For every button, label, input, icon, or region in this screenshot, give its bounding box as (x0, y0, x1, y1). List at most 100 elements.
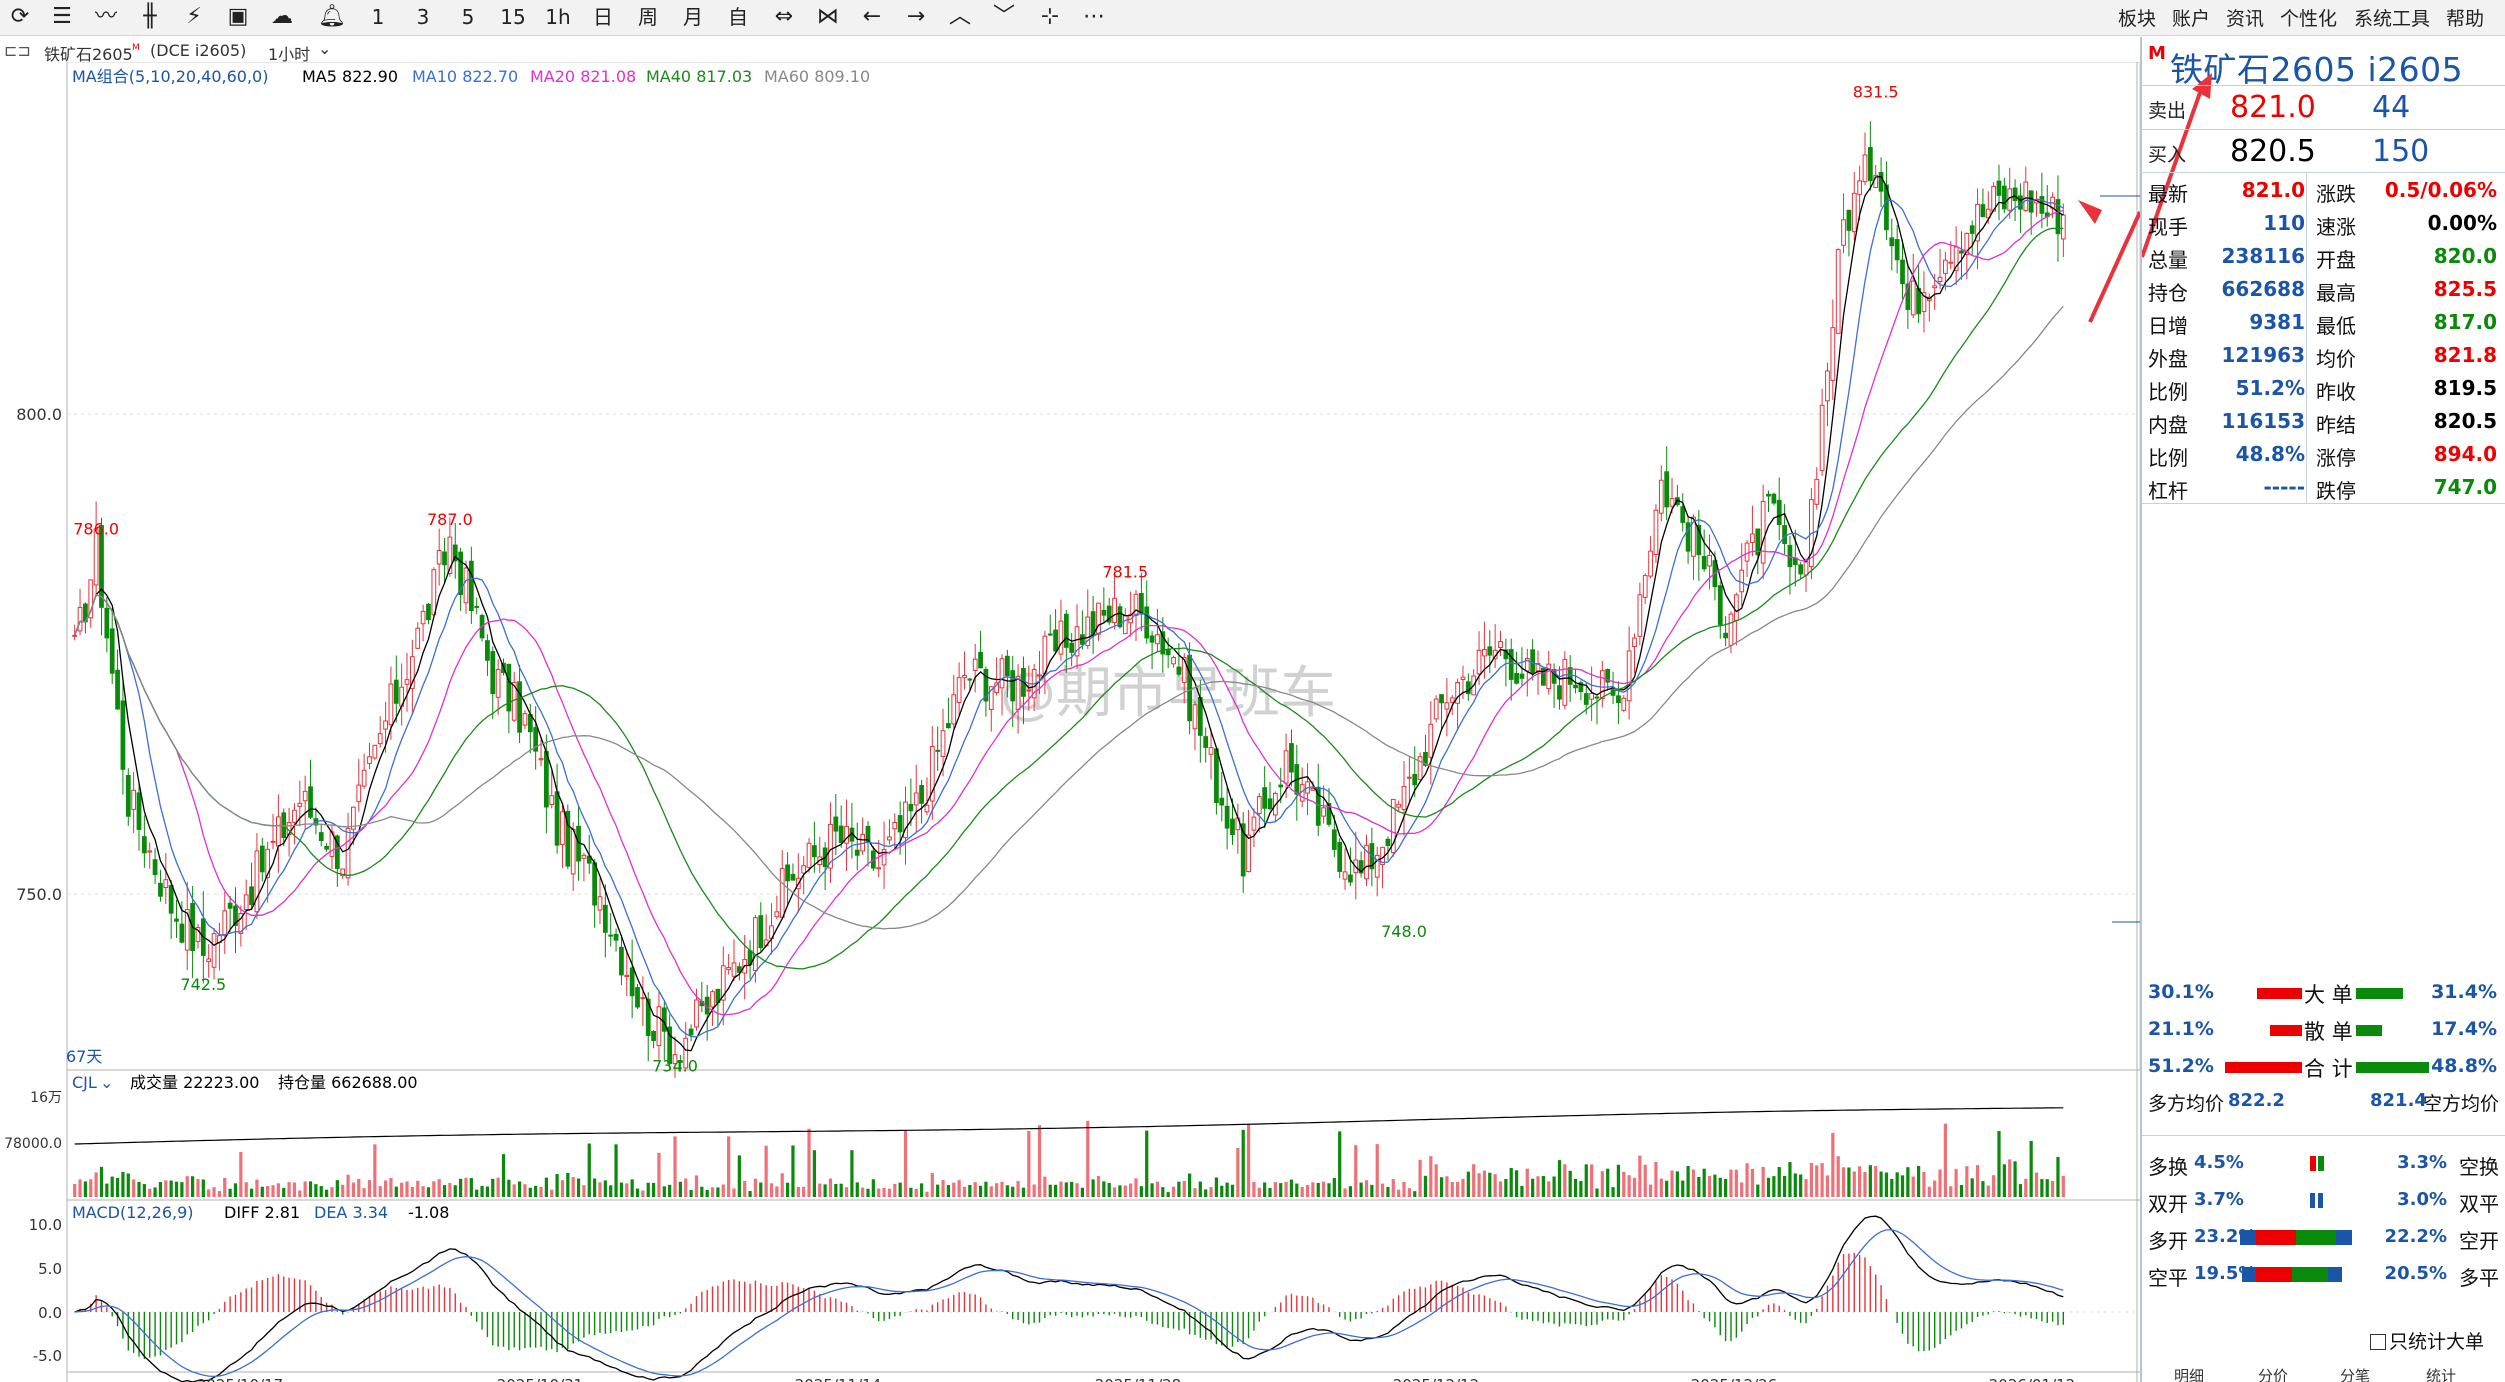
menu-help[interactable]: 帮助 (2446, 8, 2485, 30)
volume-bar (678, 1181, 682, 1197)
bell-icon[interactable]: 🔔︎ (318, 4, 346, 29)
candle-body (1744, 542, 1750, 562)
position-square (2310, 1156, 2316, 1171)
list-icon[interactable]: ☰ (52, 4, 72, 29)
crosshair-icon[interactable]: ⊹ (1040, 4, 1060, 29)
candle-body (1262, 787, 1268, 809)
chevron-down-icon[interactable]: ⌄ (318, 39, 332, 58)
volume-bar (142, 1184, 146, 1197)
volume-bar (1616, 1164, 1621, 1197)
only-large-order-checkbox[interactable]: 只统计大单 (2370, 1327, 2484, 1354)
candle-body (1621, 697, 1627, 711)
expand-icon[interactable]: ⇔ (774, 4, 794, 29)
volume-bar (1225, 1182, 1229, 1197)
quote-label: 现手 (2148, 215, 2188, 239)
menu-system-tools[interactable]: 系统工具 (2354, 8, 2431, 30)
chevron-down-icon[interactable]: ⌄ (100, 1073, 113, 1092)
candle-body (361, 769, 367, 787)
candle-body (726, 967, 732, 971)
period-day[interactable]: 日 (593, 5, 613, 29)
checkbox-icon[interactable] (2370, 1334, 2386, 1350)
flow-right-pct: 31.4% (2431, 981, 2497, 1003)
candle-body (99, 525, 104, 608)
menu-account[interactable]: 账户 (2172, 8, 2211, 30)
ma-group-label[interactable]: MA组合(5,10,20,40,60,0) (72, 67, 268, 86)
period-selector[interactable]: 1小时 (268, 45, 311, 64)
volume-bar (1654, 1161, 1658, 1197)
tab-price-distribution[interactable]: 分价 (2258, 1367, 2289, 1382)
flow-right-pct: 48.8% (2431, 1055, 2497, 1077)
volume-bar (1525, 1168, 1529, 1197)
period-5[interactable]: 5 (461, 5, 475, 29)
volume-bar (1407, 1188, 1411, 1197)
candle-body (485, 640, 490, 661)
sell-row: 卖出 821.0 44 (2142, 85, 2505, 129)
menu-news[interactable]: 资讯 (2226, 8, 2265, 30)
cjl-label[interactable]: CJL (72, 1073, 97, 1092)
period-1h[interactable]: 1h (545, 5, 571, 29)
link-icon[interactable]: ⊏⊐ (4, 41, 31, 60)
cloud-icon[interactable]: ☁ (271, 4, 293, 29)
chevron-down-icon[interactable]: ﹀ (992, 4, 1015, 29)
volume-bar (1413, 1191, 1417, 1197)
position-pct-left: 19.5% (2194, 1263, 2257, 1284)
candle-body (613, 933, 619, 941)
quote-label: 持仓 (2148, 281, 2188, 305)
period-3[interactable]: 3 (416, 5, 430, 29)
refresh-icon[interactable]: ⟳ (10, 4, 30, 29)
tab-stats[interactable]: 统计 (2426, 1367, 2457, 1382)
volume-bar (855, 1182, 859, 1197)
more-icon[interactable]: ⋯ (1083, 4, 1105, 29)
chevron-up-icon[interactable]: ︿ (948, 4, 971, 29)
arrow-right-icon[interactable]: → (906, 4, 926, 29)
arrow-left-icon[interactable]: ← (862, 4, 882, 29)
candle-body (254, 850, 260, 913)
volume-bar (137, 1181, 141, 1197)
menu-personalize[interactable]: 个性化 (2280, 8, 2338, 30)
volume-bar (1665, 1180, 1669, 1197)
period-1[interactable]: 1 (371, 5, 385, 29)
candle-body (908, 803, 914, 812)
line-chart-icon[interactable]: 〰 (94, 4, 117, 29)
compress-icon[interactable]: ⋈ (817, 4, 839, 29)
volume-bar (721, 1184, 725, 1197)
volume-bar (1825, 1175, 1830, 1197)
period-month[interactable]: 月 (683, 5, 703, 29)
volume-bar (469, 1178, 473, 1197)
volume-bar (1922, 1171, 1926, 1197)
volume-bar (319, 1186, 323, 1197)
volume-bar (791, 1145, 795, 1197)
period-week[interactable]: 周 (638, 5, 658, 29)
period-custom[interactable]: 自 (728, 5, 748, 29)
chart-box-icon[interactable]: ▣ (227, 4, 249, 29)
volume-bar (357, 1178, 361, 1197)
signal-icon[interactable]: ⚡ (186, 4, 202, 29)
volume-bar (303, 1181, 307, 1197)
volume-bar (207, 1189, 211, 1197)
volume-bar (936, 1184, 940, 1197)
candle-body (1256, 796, 1262, 814)
volume-bar (1563, 1164, 1567, 1197)
toolbar: ⟳ ☰ 〰 ╫ ⚡ ▣ ☁ 🔔︎ 1 3 5 15 1h 日 周 月 自 ⇔ ⋈… (0, 0, 2505, 36)
candle-body (404, 679, 410, 685)
candlestick-icon[interactable]: ╫ (143, 4, 157, 29)
candle-body (1589, 693, 1594, 700)
volume-bar (1086, 1121, 1090, 1197)
volume-bar (448, 1183, 452, 1197)
chart-area[interactable]: 800.0 750.0 @期市早班车 MA组合(5,10,20,40,60,0)… (0, 61, 2142, 1382)
volume-bar (1386, 1186, 1390, 1197)
price-annotation: 831.5 (1853, 83, 1899, 102)
volume-bar (1900, 1175, 1905, 1197)
tab-ticks[interactable]: 分笔 (2340, 1367, 2371, 1382)
period-15[interactable]: 15 (500, 5, 526, 29)
kline-chart[interactable]: 800.0 750.0 @期市早班车 MA组合(5,10,20,40,60,0)… (0, 61, 2142, 1382)
macd-label[interactable]: MACD(12,26,9) (72, 1203, 194, 1222)
volume-bar (1187, 1173, 1192, 1197)
volume-bar (1198, 1181, 1202, 1197)
candle-body (978, 651, 983, 669)
candle-body (2001, 185, 2007, 210)
candle-body (1733, 594, 1739, 621)
volume-bar (1933, 1180, 1937, 1197)
tab-detail[interactable]: 明细 (2174, 1367, 2205, 1382)
menu-sector[interactable]: 板块 (2118, 8, 2157, 30)
